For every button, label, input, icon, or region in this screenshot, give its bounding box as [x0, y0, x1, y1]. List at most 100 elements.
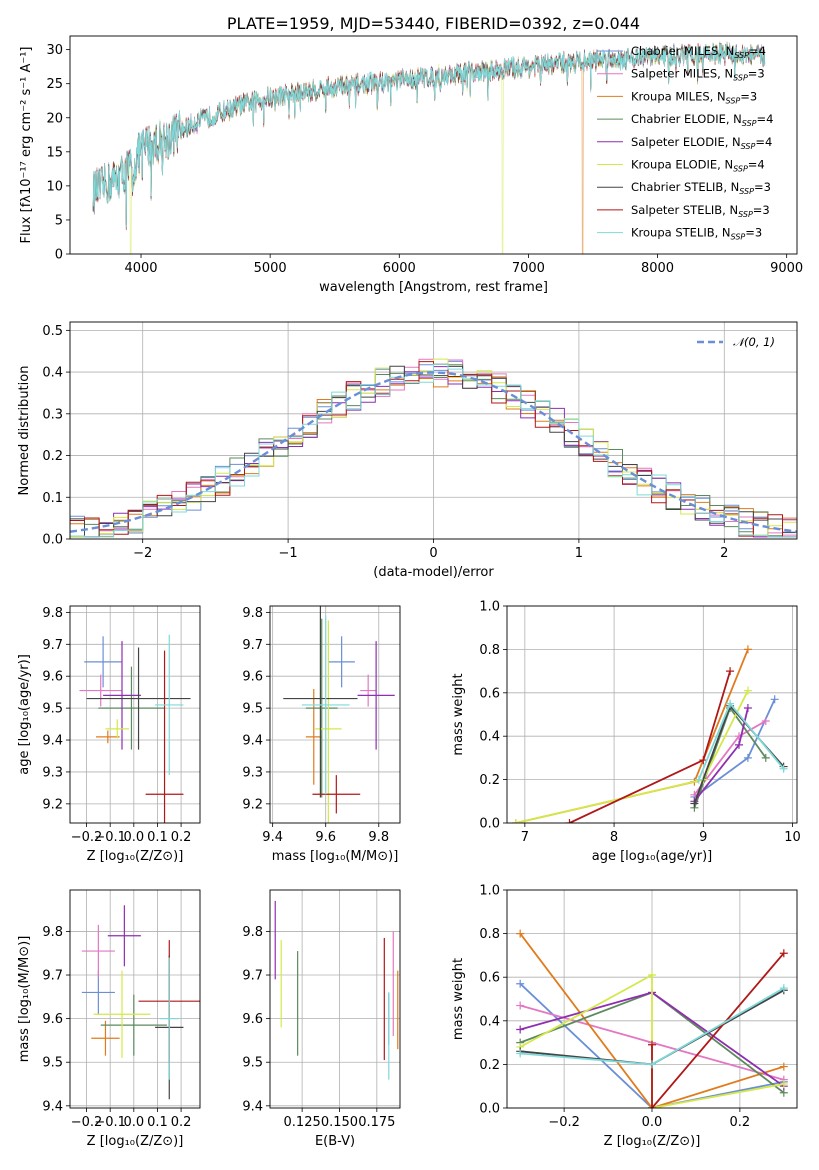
axes-frame	[506, 605, 798, 824]
y-tick-label: 9.8	[42, 606, 63, 621]
plus-marker	[516, 1001, 525, 1010]
plus-marker	[779, 984, 788, 993]
plus-marker	[743, 645, 752, 654]
y-tick-label: 9.2	[42, 797, 63, 812]
y-axis-label: mass [log₁₀(M/M⊙)]	[17, 936, 32, 1063]
legend-entry: Chabrier ELODIE, NSSP=4	[631, 112, 773, 128]
plus-marker	[779, 949, 788, 958]
plus-marker	[735, 740, 743, 749]
plus-marker	[690, 799, 699, 808]
axes-frame	[269, 605, 401, 824]
x-tick-label: −2	[133, 546, 152, 561]
x-tick-label: −0.2	[71, 1115, 103, 1130]
x-tick-label: 0.2	[730, 1115, 751, 1130]
plus-marker	[743, 686, 752, 695]
plus-marker	[761, 717, 770, 726]
y-axis-label: mass weight	[451, 958, 466, 1040]
y-tick-label: 9.8	[242, 925, 263, 940]
y-tick-label: 0.3	[42, 407, 63, 422]
y-tick-label: 0.4	[479, 1014, 500, 1029]
y-tick-label: 9.4	[242, 734, 263, 749]
x-tick-label: 0.1	[147, 830, 168, 845]
x-tick-label: 0.0	[123, 1115, 144, 1130]
y-tick-label: 9.5	[242, 1056, 263, 1071]
y-tick-label: 0	[55, 248, 63, 263]
x-tick-label: 7000	[512, 261, 545, 276]
x-tick-label: 9	[699, 830, 707, 845]
y-tick-label: 9.5	[242, 702, 263, 717]
plus-marker	[516, 979, 525, 988]
y-tick-label: 0.5	[42, 324, 63, 339]
y-tick-label: 0.0	[479, 817, 500, 832]
y-tick-label: 9.7	[42, 969, 63, 984]
y-tick-label: 9.6	[42, 670, 63, 685]
y-tick-label: 9.7	[242, 969, 263, 984]
y-tick-label: 0.4	[479, 730, 500, 745]
x-tick-label: −0.2	[548, 1115, 580, 1130]
plus-marker	[516, 929, 525, 938]
data-layer	[70, 41, 797, 1108]
x-tick-label: 0.175	[358, 1115, 395, 1130]
plus-marker	[516, 1049, 525, 1058]
y-axis-label: Flux [fλ10⁻¹⁷ erg cm⁻² s⁻¹ A⁻¹]	[19, 47, 34, 244]
x-tick-label: 0.150	[321, 1115, 358, 1130]
y-tick-label: 9.7	[242, 638, 263, 653]
y-tick-label: 0.0	[42, 533, 63, 548]
y-tick-label: 20	[46, 111, 63, 126]
plus-marker	[743, 753, 752, 762]
x-tick-label: 10	[784, 830, 801, 845]
x-tick-label: 9.4	[262, 830, 283, 845]
x-tick-label: −0.2	[71, 830, 103, 845]
plus-marker	[779, 764, 788, 773]
plus-marker	[761, 753, 770, 762]
plus-marker	[648, 1040, 656, 1049]
chart-title: PLATE=1959, MJD=53440, FIBERID=0392, z=0…	[227, 14, 640, 33]
y-axis-label: age [log₁₀(age/yr)]	[17, 654, 32, 775]
x-axis-label: mass [log₁₀(M/M⊙)]	[272, 849, 399, 864]
grid-layer	[70, 322, 797, 1109]
y-tick-label: 9.6	[42, 1012, 63, 1027]
mass-weight-line	[519, 933, 785, 1108]
axes-frame	[69, 889, 201, 1109]
plus-marker	[516, 1025, 525, 1034]
y-tick-label: 0.8	[479, 927, 500, 942]
y-tick-label: 1.0	[479, 600, 500, 615]
plus-marker	[726, 699, 735, 708]
mass-weight-line	[651, 952, 785, 1108]
mass-weight-line	[693, 720, 767, 796]
y-tick-label: 9.4	[242, 1099, 263, 1114]
x-axis-label: age [log₁₀(age/yr)]	[592, 849, 713, 864]
x-tick-label: 9000	[770, 261, 803, 276]
legend-entry: 𝒩(0, 1)	[733, 335, 775, 349]
plus-marker	[726, 667, 735, 676]
plus-marker	[694, 775, 703, 784]
y-tick-label: 30	[46, 43, 63, 58]
y-tick-label: 9.4	[42, 1099, 63, 1114]
x-tick-label: 9.8	[368, 830, 389, 845]
plus-marker	[511, 819, 520, 823]
x-tick-label: 8	[610, 830, 618, 845]
massweight-vs-age-marks	[511, 645, 788, 823]
axes-frame	[69, 605, 201, 824]
y-axis-label: Normed distribution	[17, 366, 32, 496]
plus-marker	[770, 695, 779, 704]
axes-frame	[269, 889, 401, 1109]
legend-entry: Salpeter STELIB, NSSP=3	[631, 203, 770, 219]
x-tick-label: 0	[429, 546, 437, 561]
x-tick-label: 0.2	[171, 830, 192, 845]
x-axis-label: wavelength [Angstrom, rest frame]	[319, 280, 548, 295]
x-tick-label: −1	[279, 546, 298, 561]
normal-reference-curve	[70, 371, 797, 533]
y-tick-label: 0.2	[479, 1058, 500, 1073]
y-tick-label: 9.5	[42, 1056, 63, 1071]
x-tick-label: 6000	[383, 261, 416, 276]
x-tick-label: −0.1	[94, 830, 126, 845]
x-tick-label: −0.1	[94, 1115, 126, 1130]
legend-entry: Kroupa ELODIE, NSSP=4	[631, 158, 765, 174]
plus-marker	[779, 1062, 788, 1071]
y-tick-label: 9.6	[242, 670, 263, 685]
axes-layer	[66, 35, 798, 1112]
y-tick-label: 15	[46, 145, 63, 160]
mass-weight-line	[693, 706, 767, 809]
